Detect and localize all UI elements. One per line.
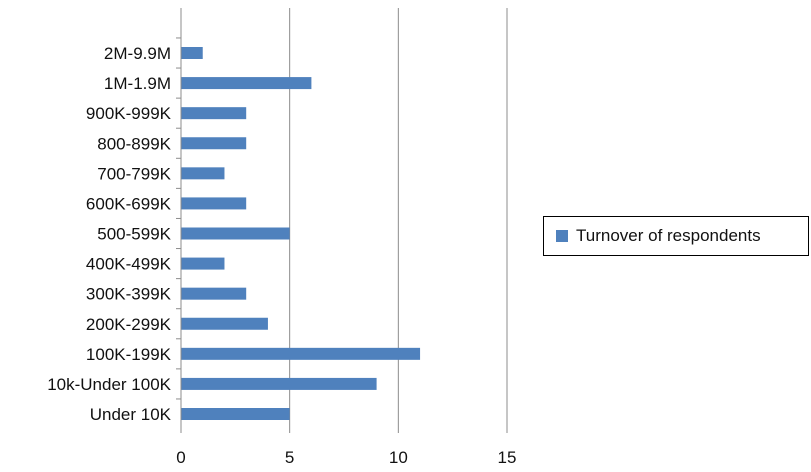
category-label-11: 10k-Under 100K <box>47 375 171 394</box>
bar-8 <box>181 287 247 300</box>
category-label-9: 200K-299K <box>86 315 172 334</box>
axes <box>176 8 508 433</box>
bar-12 <box>181 408 290 420</box>
bar-3 <box>181 137 247 150</box>
category-label-1: 1M-1.9M <box>104 74 171 93</box>
legend-swatch <box>556 230 568 242</box>
category-labels: 2M-9.9M 1M-1.9M 900K-999K 800-899K 700-799K 6… <box>47 44 171 424</box>
category-label-5: 600K-699K <box>86 194 172 213</box>
category-label-7: 400K-499K <box>86 255 172 274</box>
legend: Turnover of respondents <box>543 216 809 256</box>
bar-6 <box>181 227 290 240</box>
bar-0 <box>181 47 203 59</box>
bar-7 <box>181 257 225 270</box>
x-tick-labels: 0 5 10 15 <box>176 448 516 467</box>
bars <box>181 47 421 420</box>
x-tick-label-0: 0 <box>176 448 185 467</box>
category-label-0: 2M-9.9M <box>104 44 171 63</box>
bar-11 <box>181 377 377 390</box>
x-tick-label-10: 10 <box>389 448 408 467</box>
gridlines <box>289 8 508 428</box>
bar-9 <box>181 317 268 330</box>
category-label-10: 100K-199K <box>86 345 172 364</box>
x-tick-label-5: 5 <box>285 448 294 467</box>
bar-10 <box>181 347 421 360</box>
category-label-4: 700-799K <box>97 164 171 183</box>
category-label-12: Under 10K <box>90 405 172 424</box>
bar-2 <box>181 107 247 120</box>
legend-label: Turnover of respondents <box>576 226 761 245</box>
category-label-8: 300K-399K <box>86 285 172 304</box>
bar-4 <box>181 167 225 180</box>
bar-1 <box>181 77 312 90</box>
category-label-6: 500-599K <box>97 225 171 244</box>
x-tick-label-15: 15 <box>498 448 517 467</box>
bar-5 <box>181 197 247 210</box>
category-label-3: 800-899K <box>97 134 171 153</box>
category-label-2: 900K-999K <box>86 104 172 123</box>
